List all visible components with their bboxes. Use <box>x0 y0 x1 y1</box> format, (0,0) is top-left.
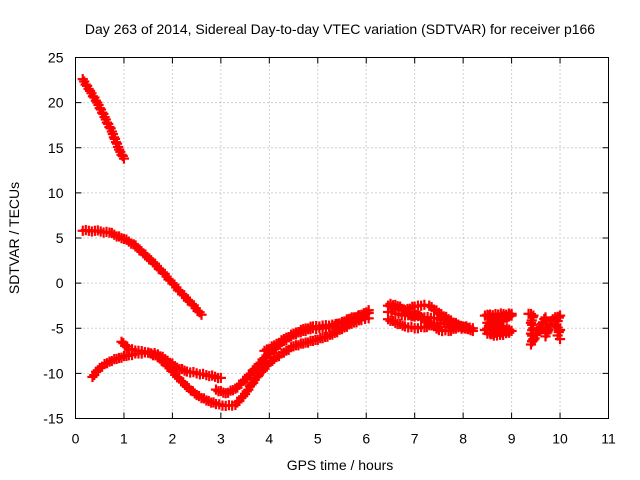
y-axis-label: SDTVAR / TECUs <box>6 182 22 294</box>
data-point <box>554 333 566 345</box>
series-arc-1 <box>77 74 130 164</box>
x-tick-label: 10 <box>552 431 568 447</box>
y-tick-label: 10 <box>48 185 64 201</box>
y-tick-label: -5 <box>51 320 64 336</box>
series-arc-12 <box>523 308 566 350</box>
y-tick-label: 25 <box>48 50 64 66</box>
chart-title: Day 263 of 2014, Sidereal Day-to-day VTE… <box>85 21 595 37</box>
x-tick-label: 7 <box>411 431 419 447</box>
x-tick-label: 0 <box>72 431 80 447</box>
data-series <box>77 74 566 411</box>
x-tick-label: 9 <box>508 431 516 447</box>
data-point <box>215 372 226 383</box>
y-tick-label: 5 <box>56 230 64 246</box>
data-point <box>196 309 207 320</box>
x-tick-label: 3 <box>217 431 225 447</box>
series-arc-10 <box>385 298 474 337</box>
series-arc-2 <box>77 224 207 320</box>
x-tick-label: 2 <box>169 431 177 447</box>
y-tick-label: -15 <box>43 411 63 427</box>
data-point <box>462 324 474 335</box>
data-point <box>479 324 491 336</box>
x-tick-label: 8 <box>459 431 467 447</box>
data-point <box>118 153 130 164</box>
x-tick-label: 1 <box>120 431 128 447</box>
series-arc-6 <box>259 305 374 356</box>
y-tick-label: 0 <box>56 275 64 291</box>
y-tick-label: 15 <box>48 140 64 156</box>
x-tick-label: 5 <box>314 431 322 447</box>
plot-frame <box>75 57 609 419</box>
y-tick-label: 20 <box>48 95 64 111</box>
series-arc-3 <box>87 347 226 384</box>
data-point <box>363 305 374 316</box>
x-tick-label: 4 <box>265 431 273 447</box>
x-tick-label: 6 <box>362 431 370 447</box>
grid <box>75 57 609 419</box>
x-axis-label: GPS time / hours <box>287 457 394 473</box>
axis-ticks: 0 1 2 3 4 5 6 7 8 9 10 11 -15 -10 -5 0 5 10 15 20 25 <box>43 50 616 447</box>
y-tick-label: -10 <box>43 365 63 381</box>
series-arc-11 <box>479 308 517 341</box>
x-tick-label: 11 <box>601 431 616 447</box>
